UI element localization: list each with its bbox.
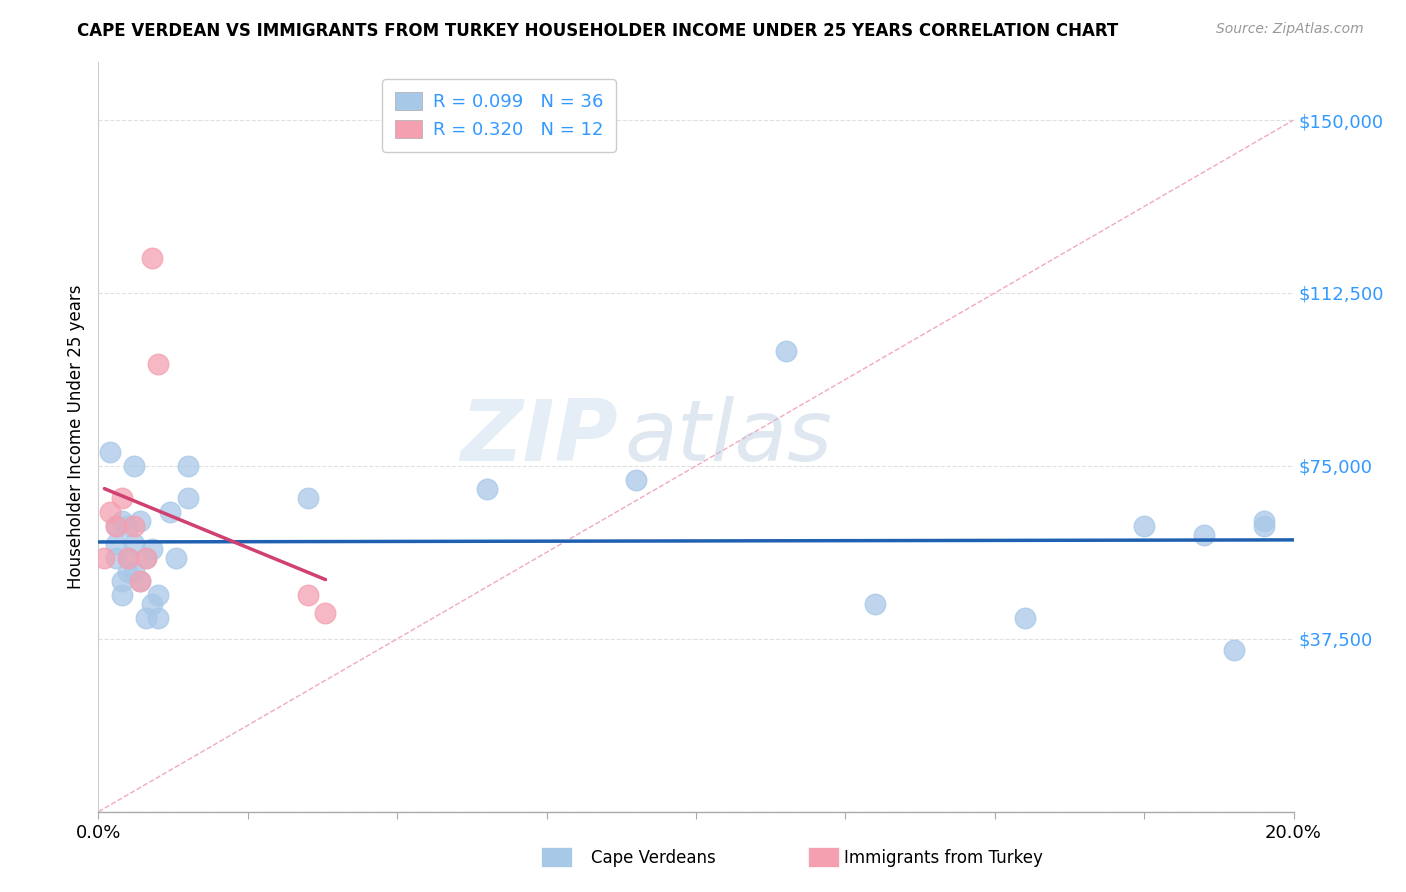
Point <box>124 537 146 551</box>
Point <box>141 252 163 266</box>
Point <box>1014 611 1036 625</box>
Text: Immigrants from Turkey: Immigrants from Turkey <box>844 849 1042 867</box>
Point <box>1192 528 1215 542</box>
Point <box>315 607 337 621</box>
Text: atlas: atlas <box>624 395 832 479</box>
Point <box>124 458 146 473</box>
Point <box>1253 519 1275 533</box>
Point <box>141 541 163 556</box>
Point <box>105 537 128 551</box>
Text: Source: ZipAtlas.com: Source: ZipAtlas.com <box>1216 22 1364 37</box>
Text: ZIP: ZIP <box>461 395 619 479</box>
Point <box>105 519 128 533</box>
Point <box>111 588 134 602</box>
Text: CAPE VERDEAN VS IMMIGRANTS FROM TURKEY HOUSEHOLDER INCOME UNDER 25 YEARS CORRELA: CAPE VERDEAN VS IMMIGRANTS FROM TURKEY H… <box>77 22 1119 40</box>
Point <box>117 565 139 579</box>
Point <box>1133 519 1156 533</box>
Point <box>93 551 115 566</box>
Point <box>117 519 139 533</box>
Point <box>177 491 200 505</box>
Point <box>105 551 128 566</box>
Point <box>297 588 319 602</box>
Point <box>98 505 122 519</box>
Point <box>297 491 319 505</box>
Point <box>775 343 797 358</box>
Point <box>475 482 498 496</box>
Point <box>165 551 187 566</box>
Text: Cape Verdeans: Cape Verdeans <box>591 849 716 867</box>
Point <box>159 505 181 519</box>
Legend: R = 0.099   N = 36, R = 0.320   N = 12: R = 0.099 N = 36, R = 0.320 N = 12 <box>382 79 616 152</box>
Point <box>111 491 134 505</box>
Point <box>124 565 146 579</box>
Point <box>865 597 887 611</box>
Y-axis label: Householder Income Under 25 years: Householder Income Under 25 years <box>66 285 84 590</box>
Point <box>626 473 648 487</box>
Point <box>148 588 170 602</box>
Point <box>129 514 152 528</box>
Point <box>135 551 157 566</box>
Point <box>98 445 122 459</box>
Point <box>1223 643 1246 657</box>
Point <box>148 358 170 372</box>
Point <box>111 514 134 528</box>
Point <box>129 574 152 589</box>
Point <box>141 597 163 611</box>
Point <box>135 551 157 566</box>
Point <box>148 611 170 625</box>
Point <box>135 611 157 625</box>
Point <box>124 519 146 533</box>
Point <box>117 551 139 566</box>
Point <box>105 519 128 533</box>
Point <box>1253 514 1275 528</box>
Point <box>129 574 152 589</box>
Point <box>117 551 139 566</box>
Point <box>111 574 134 589</box>
Point <box>177 458 200 473</box>
